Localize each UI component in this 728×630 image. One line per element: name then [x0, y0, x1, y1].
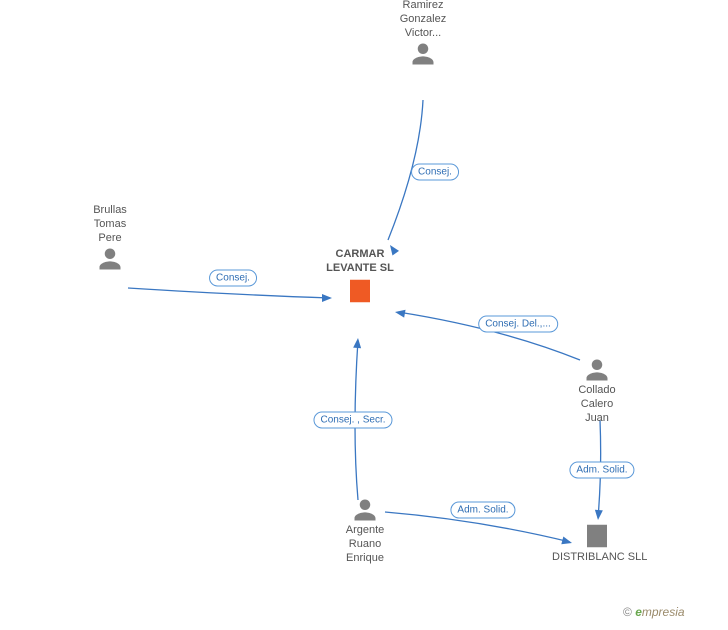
node-label-distri: DISTRIBLANC SLL	[552, 551, 642, 565]
node-brullas: BrullasTomasPere	[65, 204, 155, 273]
node-carmar: CARMARLEVANTE SL	[315, 248, 405, 306]
edge-label-argente-distri: Adm. Solid.	[450, 502, 515, 519]
node-label-ramirez: RamirezGonzalezVictor...	[378, 0, 468, 40]
node-label-argente: ArgenteRuanoEnrique	[320, 524, 410, 565]
watermark: © empresia	[623, 605, 685, 619]
edge-label-brullas-carmar: Consej.	[209, 270, 257, 287]
node-distri: DISTRIBLANC SLL	[552, 521, 642, 565]
building-icon	[552, 521, 642, 551]
node-collado: ColladoCaleroJuan	[552, 356, 642, 425]
node-label-collado: ColladoCaleroJuan	[552, 384, 642, 425]
watermark-copyright: ©	[623, 605, 632, 619]
edge-brullas-carmar	[128, 288, 330, 298]
person-icon	[65, 245, 155, 273]
edge-label-argente-carmar: Consej. , Secr.	[313, 412, 392, 429]
person-icon	[552, 356, 642, 384]
node-label-brullas: BrullasTomasPere	[65, 204, 155, 245]
person-icon	[378, 40, 468, 68]
watermark-brand: empresia	[635, 605, 684, 619]
person-icon	[320, 496, 410, 524]
node-argente: ArgenteRuanoEnrique	[320, 496, 410, 565]
edge-label-collado-carmar: Consej. Del.,...	[478, 316, 558, 333]
building-icon	[315, 276, 405, 306]
edge-label-collado-distri: Adm. Solid.	[569, 462, 634, 479]
node-label-carmar: CARMARLEVANTE SL	[315, 248, 405, 276]
node-ramirez: RamirezGonzalezVictor...	[378, 0, 468, 68]
edge-label-ramirez-carmar: Consej.	[411, 164, 459, 181]
